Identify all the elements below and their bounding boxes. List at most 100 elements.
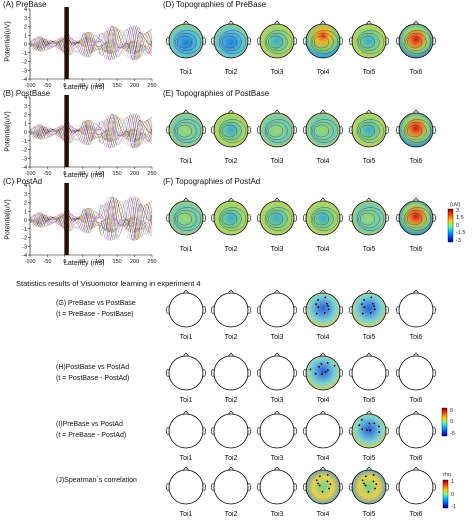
head-outline bbox=[168, 469, 204, 505]
stat-electrode-marker bbox=[375, 483, 378, 486]
erp-trace bbox=[29, 197, 153, 238]
erp-panel-b: 4 3 2 1 0 -1 -2 -3 -4-100 -50 0 50 100 150 200 250 bbox=[22, 95, 157, 177]
topo-e-4 bbox=[303, 109, 343, 148]
stat-toi-label: Toi5 bbox=[363, 397, 376, 404]
head-outline bbox=[351, 469, 387, 505]
stat-toi-label: Toi5 bbox=[363, 455, 376, 462]
stat-electrode-marker bbox=[372, 480, 375, 483]
head-nose bbox=[273, 109, 281, 114]
erp-trace bbox=[29, 113, 153, 149]
topo-colorbar-tick-4: -3 bbox=[456, 238, 461, 244]
head-contour bbox=[173, 207, 202, 231]
erp-ytick-label: 4 bbox=[24, 183, 27, 189]
erp-trace bbox=[29, 114, 153, 146]
head-outline bbox=[259, 469, 295, 505]
erp-xtick-label: -100 bbox=[24, 171, 35, 177]
head-nose bbox=[273, 20, 281, 25]
stat-electrode-marker bbox=[361, 312, 364, 315]
erp-xtick-label: -100 bbox=[24, 259, 35, 265]
erp-ytick-label: 1 bbox=[24, 121, 27, 127]
head-nose bbox=[182, 289, 190, 294]
head-nose bbox=[412, 352, 420, 357]
stat-h-line1: (H)PostBase vs PostAd bbox=[56, 364, 130, 371]
erp-trace bbox=[30, 114, 153, 149]
topo-toi-label: Toi2 bbox=[225, 158, 238, 165]
head-nose bbox=[365, 109, 373, 114]
stat-electrode-marker bbox=[324, 296, 327, 299]
stat-toi-label: Toi3 bbox=[271, 455, 284, 462]
erp-ytick-label: 2 bbox=[24, 113, 27, 119]
topo-toi-label: Toi2 bbox=[225, 69, 238, 76]
head-contour bbox=[406, 212, 423, 226]
head-contour bbox=[356, 119, 385, 143]
erp-ytick-label: -1 bbox=[22, 227, 27, 233]
stat-i-4 bbox=[303, 410, 343, 449]
topo-toi-label: Toi4 bbox=[317, 69, 330, 76]
head-outline bbox=[305, 355, 341, 391]
head-contour bbox=[264, 207, 293, 231]
head-nose bbox=[319, 20, 327, 25]
erp-xtick-label: 200 bbox=[130, 259, 139, 265]
stat-toi-label: Toi2 bbox=[225, 397, 238, 404]
stat-i-3 bbox=[257, 410, 297, 449]
head-outline bbox=[305, 292, 341, 328]
stat-i-1 bbox=[166, 410, 206, 449]
stat-electrode-marker bbox=[361, 303, 363, 306]
stat-i-line2: (t = PreBase - PostAd) bbox=[56, 432, 127, 439]
stat-electrode-marker bbox=[371, 302, 374, 305]
erp-ytick-label: 2 bbox=[24, 25, 27, 31]
head-nose bbox=[412, 289, 420, 294]
topo-colorbar-tick-1: 1.5 bbox=[456, 215, 464, 221]
head-outline bbox=[259, 292, 295, 328]
erp-ytick-label: 0 bbox=[24, 218, 27, 224]
head-nose bbox=[273, 197, 281, 202]
erp-ytick-label: -4 bbox=[22, 77, 27, 83]
stat-toi-label: Toi4 bbox=[317, 397, 330, 404]
head-nose bbox=[412, 410, 420, 415]
head-contour bbox=[405, 32, 427, 52]
head-contour bbox=[358, 121, 380, 141]
stat-toi-label: Toi3 bbox=[271, 334, 284, 341]
erp-trace bbox=[30, 197, 153, 241]
head-nose bbox=[227, 109, 235, 114]
stat-j-5 bbox=[349, 466, 389, 505]
stat-j-1 bbox=[166, 466, 206, 505]
stat-electrode-marker bbox=[309, 368, 312, 371]
stat-electrode-marker bbox=[317, 298, 319, 301]
stat-electrode-marker bbox=[373, 422, 376, 425]
erp-xtick-label: 0 bbox=[63, 259, 66, 265]
stat-h-line2: (t = PostBase - PostAd) bbox=[56, 375, 130, 382]
stat-toi-label: Toi4 bbox=[317, 334, 330, 341]
head-nose bbox=[273, 466, 281, 471]
erp-ytick-label: -1 bbox=[22, 139, 27, 145]
stat-j-6 bbox=[396, 466, 436, 505]
head-contour bbox=[403, 207, 432, 231]
topography-grid: Toi1 Toi2 Toi3 Toi4 Toi5 Toi6 Toi1 Toi2 Toi3 Toi4… bbox=[166, 20, 436, 253]
rho-colorbar-tick-2: -1 bbox=[451, 504, 456, 510]
stat-g-5 bbox=[349, 289, 389, 328]
panel-a-title: (A) PreBase bbox=[3, 0, 47, 9]
stat-electrode-marker bbox=[373, 308, 376, 311]
erp-trace bbox=[29, 27, 153, 60]
head-nose bbox=[227, 466, 235, 471]
head-contour bbox=[220, 209, 242, 229]
head-contour bbox=[266, 32, 288, 52]
stat-h-1 bbox=[166, 352, 206, 391]
erp-ytick-label: 3 bbox=[24, 16, 27, 22]
erp-ytick-label: -2 bbox=[22, 236, 27, 242]
stat-g-6 bbox=[396, 289, 436, 328]
stat-electrode-marker bbox=[328, 487, 330, 490]
stat-toi-label: Toi3 bbox=[271, 511, 284, 518]
topo-d-4 bbox=[303, 20, 343, 59]
head-nose bbox=[319, 289, 327, 294]
erp-ytick-label: 4 bbox=[24, 95, 27, 101]
head-nose bbox=[365, 352, 373, 357]
topo-toi-label: Toi2 bbox=[225, 246, 238, 253]
stat-electrode-marker bbox=[363, 298, 365, 301]
stat-g-2 bbox=[211, 289, 251, 328]
stat-electrode-marker bbox=[361, 428, 364, 431]
head-outline bbox=[398, 292, 434, 328]
erp-trace bbox=[29, 199, 153, 240]
